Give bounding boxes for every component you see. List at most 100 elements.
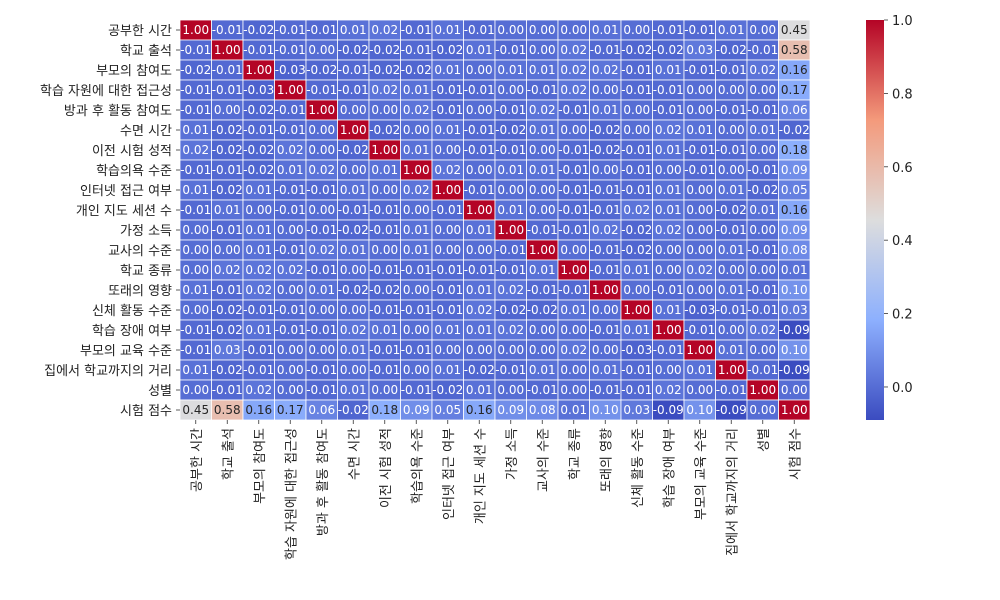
- heatmap-cell-value: 0.16: [466, 403, 493, 417]
- heatmap-cell-value: -0.01: [653, 103, 684, 117]
- y-tick-label: 교사의 수준: [108, 244, 172, 259]
- heatmap-cell-value: -0.01: [684, 143, 715, 157]
- heatmap-cell-value: -0.01: [338, 63, 369, 77]
- x-tick-label: 교사의 수준: [536, 428, 551, 492]
- heatmap-cell-value: 0.01: [718, 283, 745, 297]
- heatmap-cell-value: -0.01: [306, 223, 337, 237]
- heatmap-cell-value: 0.00: [781, 383, 808, 397]
- heatmap-cell-value: -0.02: [338, 283, 369, 297]
- heatmap-cell-value: 0.01: [718, 343, 745, 357]
- y-tick-label: 성별: [148, 384, 172, 399]
- heatmap-cell-value: -0.01: [369, 363, 400, 377]
- heatmap-cell-value: -0.01: [275, 43, 306, 57]
- heatmap-cell-value: -0.01: [558, 203, 589, 217]
- heatmap-cell-value: -0.01: [590, 183, 621, 197]
- heatmap-cell-value: -0.01: [590, 383, 621, 397]
- heatmap-cell-value: 0.01: [718, 23, 745, 37]
- heatmap-cell-value: -0.01: [653, 343, 684, 357]
- heatmap-cell-value: -0.01: [621, 63, 652, 77]
- heatmap-cell-value: -0.01: [401, 383, 432, 397]
- heatmap-cell-value: 0.02: [655, 383, 682, 397]
- heatmap-cell-value: -0.01: [401, 23, 432, 37]
- x-tick-label: 수면 시간: [347, 428, 362, 480]
- heatmap-cell-value: 0.01: [749, 203, 776, 217]
- heatmap-cell-value: -0.01: [369, 263, 400, 277]
- x-tick-label: 학교 출석: [221, 428, 236, 480]
- heatmap-cell-labels: 1.00 -0.01 -0.02 -0.01 -0.01 0.01 0.02 -0.01 0.0…: [180, 23, 810, 417]
- x-tick-label: 공부한 시간: [190, 428, 205, 492]
- heatmap-cell-value: 0.01: [655, 143, 682, 157]
- heatmap-cell-value: -0.01: [369, 203, 400, 217]
- heatmap-cell-value: 1.00: [245, 63, 272, 77]
- x-tick-label: 신체 활동 수준: [631, 428, 646, 508]
- heatmap-cell-value: -0.02: [243, 143, 274, 157]
- heatmap-cell-value: -0.01: [747, 283, 778, 297]
- heatmap-cell-value: 0.02: [592, 63, 619, 77]
- heatmap-cell-value: 0.00: [182, 263, 209, 277]
- heatmap-cell-value: 0.01: [592, 23, 619, 37]
- heatmap-cell-value: -0.01: [306, 263, 337, 277]
- colorbar-tick-label: 0.8: [892, 87, 913, 102]
- heatmap-cell-value: 0.00: [749, 223, 776, 237]
- heatmap-cell-value: 0.00: [308, 203, 335, 217]
- y-tick-label: 또래의 영향: [108, 284, 172, 299]
- x-tick-label: 시험 점수: [788, 428, 803, 480]
- heatmap-cell-value: -0.03: [275, 63, 306, 77]
- heatmap-cell-value: 0.00: [560, 123, 587, 137]
- heatmap-cell-value: 0.02: [592, 223, 619, 237]
- heatmap-cell-value: 0.01: [781, 263, 808, 277]
- heatmap-cell-value: 0.01: [340, 343, 367, 357]
- heatmap-cell-value: 0.17: [277, 403, 304, 417]
- heatmap-cell-value: 0.01: [718, 243, 745, 257]
- colorbar: 0.0 0.2 0.4 0.6 0.8 1.0: [866, 14, 913, 420]
- heatmap-cell-value: -0.02: [432, 43, 463, 57]
- heatmap-cell-value: 0.10: [781, 283, 808, 297]
- heatmap-cell-value: 0.01: [497, 63, 524, 77]
- heatmap-cell-value: 0.02: [277, 143, 304, 157]
- heatmap-cell-value: 0.00: [686, 183, 713, 197]
- heatmap-cell-value: 1.00: [277, 83, 304, 97]
- heatmap-cell-value: 0.00: [718, 83, 745, 97]
- y-tick-label: 시험 점수: [120, 404, 172, 419]
- heatmap-cell-value: -0.01: [243, 303, 274, 317]
- heatmap-cell-value: 0.00: [749, 263, 776, 277]
- heatmap-cell-value: -0.01: [401, 343, 432, 357]
- heatmap-cell-value: 0.02: [277, 263, 304, 277]
- heatmap-cell-value: 0.02: [497, 283, 524, 297]
- heatmap-cell-value: -0.01: [558, 163, 589, 177]
- colorbar-gradient: [866, 20, 884, 420]
- heatmap-cell-value: 1.00: [497, 223, 524, 237]
- heatmap-cell-value: 0.02: [623, 203, 650, 217]
- heatmap-cell-value: -0.01: [747, 103, 778, 117]
- heatmap-cell-value: 0.00: [403, 363, 430, 377]
- heatmap-cell-value: 0.00: [718, 163, 745, 177]
- heatmap-cell-value: -0.01: [684, 23, 715, 37]
- heatmap-cell-value: -0.01: [590, 263, 621, 277]
- heatmap-cell-value: 0.01: [434, 123, 461, 137]
- heatmap-cell-value: 0.02: [466, 303, 493, 317]
- heatmap-cell-value: 0.01: [529, 163, 556, 177]
- heatmap-cell-value: -0.01: [275, 23, 306, 37]
- heatmap-cell-value: 0.00: [308, 123, 335, 137]
- heatmap-cell-value: -0.01: [275, 323, 306, 337]
- heatmap-cell-value: -0.01: [306, 23, 337, 37]
- heatmap-cell-value: 0.00: [466, 163, 493, 177]
- heatmap-cell-value: 0.00: [686, 103, 713, 117]
- y-tick-label: 부모의 참여도: [96, 64, 172, 79]
- y-tick-label: 방과 후 활동 참여도: [64, 104, 172, 119]
- heatmap-cell-value: 0.01: [403, 83, 430, 97]
- heatmap-cell-value: 0.58: [781, 43, 808, 57]
- heatmap-cells: [179, 19, 811, 421]
- heatmap-cell-value: 0.00: [655, 263, 682, 277]
- y-tick-label: 학습 자원에 대한 접근성: [40, 84, 172, 99]
- heatmap-cell-value: 0.02: [686, 263, 713, 277]
- heatmap-cell-value: -0.01: [369, 223, 400, 237]
- heatmap-cell-value: 1.00: [308, 103, 335, 117]
- heatmap-cell-value: 0.00: [466, 103, 493, 117]
- heatmap-cell-value: 0.01: [560, 303, 587, 317]
- heatmap-cell-value: -0.01: [180, 43, 211, 57]
- heatmap-cell-value: 1.00: [560, 263, 587, 277]
- y-tick-label: 가정 소득: [120, 224, 172, 239]
- heatmap-cell-value: 0.02: [245, 283, 272, 297]
